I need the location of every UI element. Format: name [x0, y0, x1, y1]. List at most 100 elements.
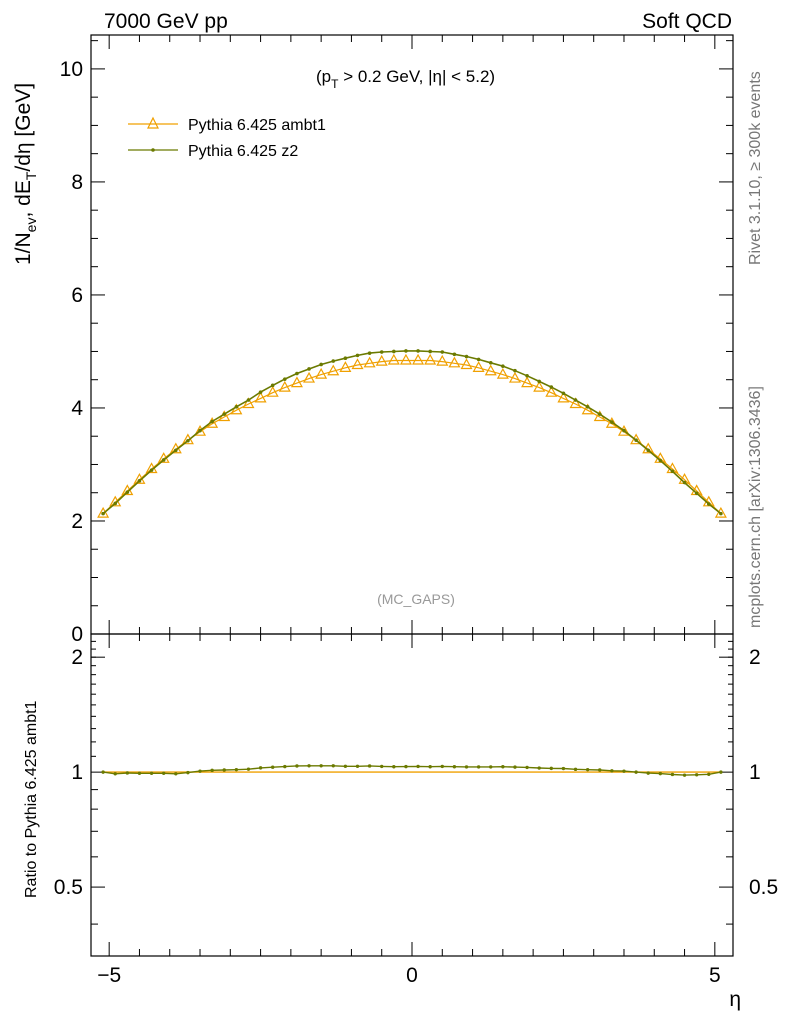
ratio-point-1: [101, 770, 105, 774]
series-point-1: [501, 364, 505, 368]
ratio-point-1: [307, 764, 311, 768]
series-line-0: [102, 359, 722, 515]
series-point-1: [101, 511, 105, 516]
series-point-1: [670, 469, 675, 474]
ratio-y-tick-label: 2: [71, 646, 83, 669]
main-y-tick-label: 6: [71, 284, 83, 307]
ratio-point-1: [234, 767, 239, 772]
ratio-point-1: [428, 765, 432, 769]
ratio-ylabel: Ratio to Pythia 6.425 ambt1: [23, 700, 40, 898]
series-point-1: [173, 448, 178, 453]
series-point-0: [521, 376, 534, 388]
series-point-1: [392, 349, 396, 354]
ratio-point-1: [525, 765, 529, 770]
ratio-point-1: [670, 772, 675, 777]
series-point-1: [307, 367, 311, 371]
series-point-0: [375, 354, 388, 366]
ratio-point-1: [719, 770, 723, 774]
legend-label-z2: Pythia 6.425 z2: [188, 143, 298, 160]
ratio-point-1: [210, 768, 214, 773]
ratio-point-1: [113, 772, 117, 776]
series-point-0: [533, 380, 546, 392]
ratio-point-1: [707, 772, 711, 777]
ratio-point-1: [489, 765, 493, 769]
ratio-point-1: [319, 764, 323, 768]
x-tick-label: 0: [406, 964, 418, 987]
ratio-point-1: [404, 764, 408, 769]
series-point-0: [545, 385, 558, 397]
series-point-1: [706, 502, 711, 506]
series-point-1: [622, 428, 626, 433]
series-point-1: [646, 448, 651, 453]
series-point-0: [327, 364, 340, 376]
ratio-point-1: [149, 771, 154, 775]
ratio-point-1: [222, 768, 226, 772]
ratio-point-1: [246, 767, 251, 771]
legend-marker-z2: [151, 148, 155, 152]
series-point-1: [537, 379, 541, 384]
ratio-point-1: [634, 770, 638, 774]
series-point-1: [186, 438, 190, 443]
series-point-0: [266, 385, 279, 397]
ratio-point-1: [283, 764, 287, 769]
x-tick-label: 5: [709, 964, 721, 987]
series-point-1: [367, 351, 372, 355]
series-point-0: [714, 506, 727, 518]
ratio-point-1: [161, 771, 166, 775]
series-point-1: [258, 390, 263, 394]
series-point-1: [513, 368, 517, 373]
ratio-point-1: [198, 769, 202, 773]
series-point-1: [355, 353, 360, 358]
series-point-0: [617, 424, 631, 436]
series-point-0: [242, 397, 255, 409]
series-point-1: [295, 371, 299, 376]
series-point-1: [719, 511, 723, 516]
ratio-line-1: [103, 765, 722, 776]
series-point-0: [351, 358, 364, 370]
series-point-0: [460, 358, 473, 370]
series-point-0: [387, 353, 400, 365]
series-point-0: [508, 371, 521, 383]
ratio-point-1: [476, 765, 481, 769]
series-point-1: [682, 480, 687, 485]
series-point-1: [634, 438, 638, 442]
ratio-point-1: [270, 765, 275, 769]
series-point-1: [404, 349, 408, 353]
ratio-point-1: [501, 765, 505, 769]
ratio-point-1: [573, 767, 578, 772]
series-point-0: [278, 380, 291, 392]
series-point-1: [476, 357, 481, 362]
legend: Pythia 6.425 ambt1 Pythia 6.425 z2: [128, 116, 326, 160]
series-point-1: [488, 360, 493, 365]
ratio-y-tick-label-right: 1: [749, 761, 761, 784]
series-point-0: [472, 361, 485, 372]
series-point-1: [440, 350, 445, 354]
ratio-point-1: [598, 768, 602, 772]
main-y-tick-label: 8: [71, 171, 83, 194]
series-point-1: [283, 377, 287, 381]
ratio-y-tick-label: 0.5: [54, 876, 83, 899]
legend-label-ambt1: Pythia 6.425 ambt1: [188, 117, 326, 134]
series-point-0: [193, 424, 207, 436]
ratio-point-1: [343, 764, 348, 768]
series-point-0: [605, 417, 618, 428]
ratio-y-tick-label: 1: [71, 761, 83, 784]
header-right: Soft QCD: [642, 10, 732, 33]
series-point-0: [254, 391, 267, 403]
series-point-1: [416, 349, 420, 353]
series-point-1: [343, 356, 348, 361]
ratio-point-1: [513, 765, 517, 769]
ratio-panel-frame: [90, 633, 734, 957]
ratio-point-1: [537, 766, 541, 770]
series-point-1: [210, 419, 214, 424]
mcplots-label: mcplots.cern.ch [arXiv:1306.3436]: [747, 386, 764, 628]
series-point-1: [161, 458, 166, 462]
ratio-point-1: [440, 764, 444, 769]
series-point-1: [597, 412, 602, 416]
ratio-point-1: [646, 771, 650, 775]
ratio-point-1: [452, 765, 457, 769]
series-point-1: [149, 468, 154, 472]
ratio-point-1: [549, 766, 554, 771]
ratio-point-1: [682, 773, 687, 777]
series-point-1: [198, 428, 202, 433]
